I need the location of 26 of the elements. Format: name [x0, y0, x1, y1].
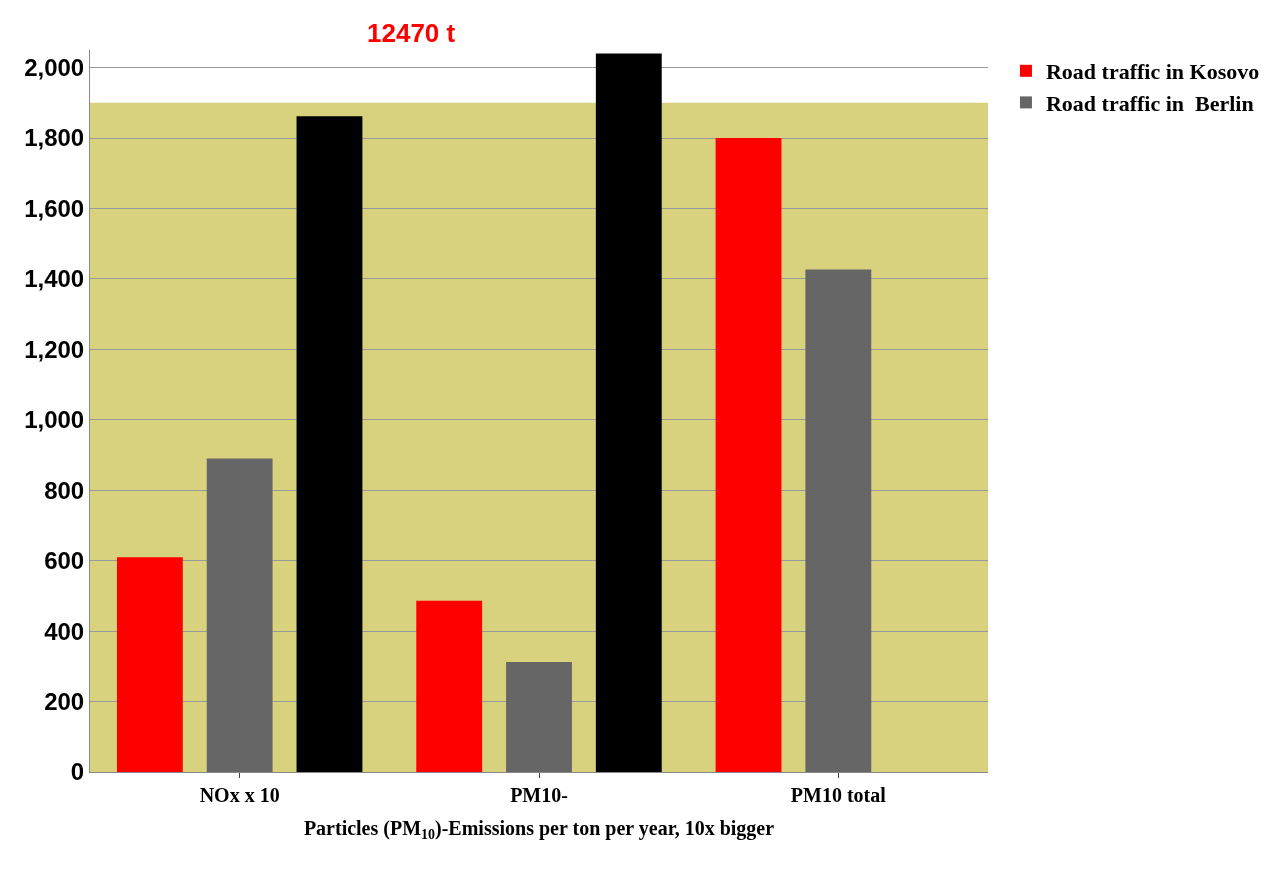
text: 12470 t	[367, 18, 456, 48]
y-tick-label: 0	[70, 758, 85, 786]
bar	[506, 662, 572, 772]
y-tick-label: 1,800	[24, 124, 85, 152]
bar	[296, 116, 363, 772]
legend-label: Road traffic in Berlin	[1045, 90, 1254, 116]
y-tick-label: 2,000	[24, 54, 85, 82]
y-tick-label: 600	[44, 547, 85, 575]
bar	[805, 269, 872, 772]
y-tick-label: 400	[44, 617, 85, 645]
bar	[595, 53, 662, 772]
x-tick-label: NOx x 10	[199, 784, 280, 806]
bar	[715, 138, 782, 772]
y-tick-label: 1,000	[24, 406, 85, 434]
bar	[206, 458, 273, 772]
x-axis-title: Particles (PM$_{10}$)-Emissions per ton per year, 10x bigger	[303, 816, 775, 842]
y-tick-label: 800	[44, 476, 85, 504]
y-tick-label: 1,200	[24, 335, 85, 363]
bar	[416, 600, 483, 772]
bar	[116, 557, 183, 772]
legend-label: Road traffic in Kosovo	[1045, 59, 1260, 85]
y-tick-label: 1,600	[24, 194, 85, 222]
x-tick-label: PM10-	[510, 784, 568, 806]
y-tick-label: 1,400	[24, 265, 85, 293]
x-tick-label: PM10 total	[790, 784, 887, 806]
y-tick-label: 200	[44, 687, 85, 715]
